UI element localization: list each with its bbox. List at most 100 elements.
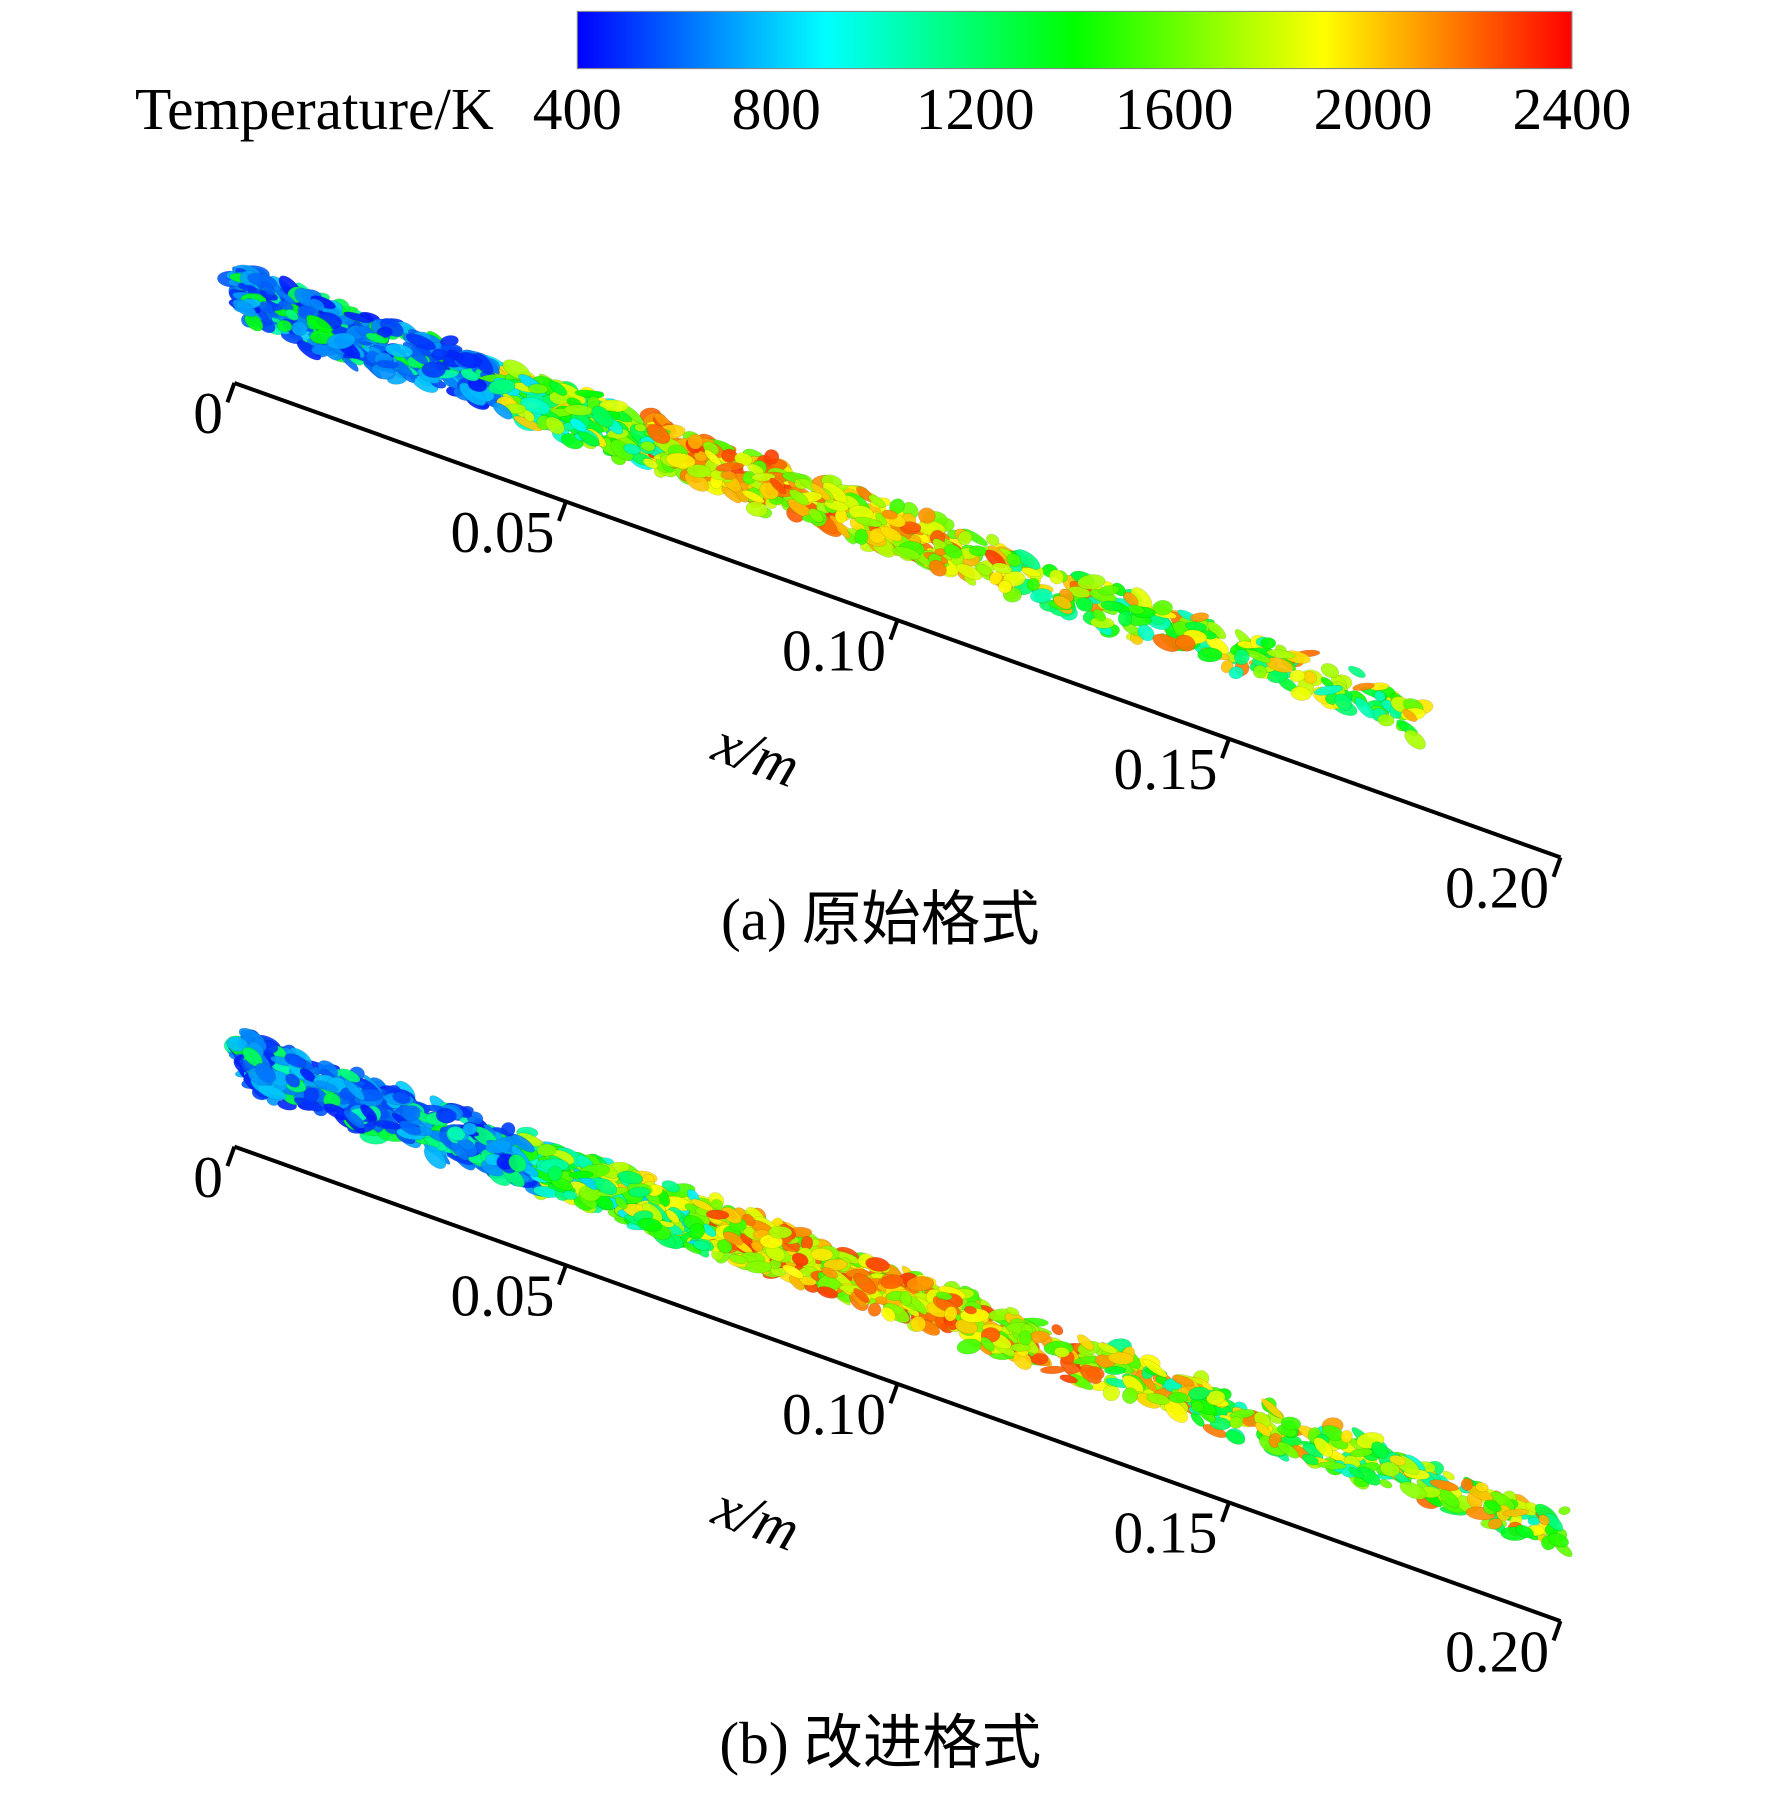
- x-tick: [1551, 1620, 1563, 1642]
- vortex-blob: [1348, 665, 1366, 679]
- vortex-blob: [1039, 1365, 1066, 1375]
- vortex-blob: [1123, 591, 1139, 607]
- x-tick: [1220, 738, 1231, 759]
- vortex-blob: [1029, 588, 1053, 604]
- vortex-blob: [1051, 1324, 1064, 1336]
- x-axis-line: [233, 1144, 1562, 1623]
- vortex-blob: [395, 360, 416, 384]
- colorbar-label: Temperature/K: [135, 76, 494, 142]
- x-tick-label: 0.20: [1445, 1618, 1549, 1684]
- vortex-blob: [1373, 690, 1386, 702]
- vortex-blob: [665, 452, 696, 469]
- caption: (a) 原始格式: [721, 887, 1040, 953]
- x-tick-label: 0.05: [450, 499, 554, 565]
- vortex-blob: [545, 416, 565, 435]
- vortex-blob: [721, 486, 742, 504]
- vortex-blob: [693, 450, 708, 462]
- vortex-blob: [1092, 608, 1106, 622]
- vortex-blob: [1031, 1352, 1049, 1365]
- x-tick-label: 0.05: [450, 1262, 554, 1328]
- vortex-blob: [957, 530, 973, 546]
- vortex-blob: [628, 1186, 651, 1198]
- vortex-blob: [686, 464, 712, 479]
- colorbar-tick-label: 1200: [916, 76, 1035, 142]
- x-tick: [1220, 1501, 1231, 1523]
- colorbar: [576, 10, 1573, 70]
- vortex-blob: [1402, 708, 1418, 723]
- colorbar-tick-label: 800: [732, 76, 821, 142]
- vortex-blob: [742, 470, 756, 485]
- caption: (b) 改进格式: [719, 1710, 1041, 1776]
- vortex-blob: [1152, 599, 1173, 616]
- colorbar-tick-label: 1600: [1115, 76, 1234, 142]
- vortex-blob: [1117, 610, 1133, 627]
- vortex-blob: [568, 1170, 594, 1179]
- vortex-blob: [1018, 1330, 1032, 1346]
- x-tick-label: 0: [193, 380, 223, 446]
- vortex-blob: [892, 546, 921, 561]
- vortex-blob: [704, 449, 722, 466]
- vortex-blob: [968, 545, 987, 557]
- vortex-blob: [384, 343, 414, 358]
- x-tick: [1551, 856, 1563, 878]
- vortex-blob: [1290, 686, 1312, 701]
- vortex-blob: [868, 494, 886, 508]
- x-tick: [888, 1383, 900, 1404]
- vortex-blob: [1334, 693, 1353, 711]
- vortex-blob: [1260, 637, 1277, 650]
- x-tick-label: 0.10: [782, 617, 886, 683]
- vortex-blob: [1121, 1387, 1138, 1404]
- vortex-blob: [808, 508, 824, 523]
- vortex-blob: [1352, 682, 1375, 691]
- vortex-blob: [1049, 569, 1065, 585]
- vortex-blob: [1252, 664, 1268, 679]
- vortex-blob: [311, 343, 331, 356]
- vortex-blob: [1015, 549, 1041, 570]
- x-tick: [557, 1264, 568, 1286]
- vortex-blob: [943, 544, 963, 559]
- vortex-blob: [1197, 647, 1223, 663]
- vortex-blob: [763, 449, 780, 465]
- x-tick: [225, 382, 237, 404]
- axis-label: x/m: [704, 708, 808, 800]
- vortex-blob: [1021, 567, 1042, 578]
- vortex-blob: [1266, 649, 1296, 660]
- vortex-blob: [741, 489, 765, 504]
- vortex-blob: [536, 1143, 557, 1157]
- vortex-blob: [1377, 713, 1395, 727]
- x-axis-line: [233, 381, 1562, 860]
- x-tick: [888, 619, 900, 641]
- x-tick-label: 0.10: [782, 1381, 886, 1447]
- vortex-blob: [854, 516, 883, 528]
- vortex-blob: [854, 528, 869, 545]
- vortex-blob: [745, 1260, 773, 1274]
- vortex-blob: [917, 507, 936, 524]
- vortex-blob: [956, 563, 982, 581]
- plume: [223, 1027, 1573, 1558]
- vortex-blob: [520, 396, 551, 415]
- x-tick-label: 0: [193, 1144, 223, 1210]
- vortex-blob: [1289, 669, 1306, 683]
- vortex-blob: [720, 470, 737, 481]
- vortex-blob: [326, 332, 356, 350]
- vortex-blob: [928, 559, 947, 577]
- vortex-blob: [881, 509, 898, 520]
- vortex-blob: [569, 417, 588, 433]
- colorbar-tick-label: 2400: [1512, 76, 1631, 142]
- vortex-blob: [1053, 595, 1073, 610]
- colorbar-tick-label: 2000: [1314, 76, 1433, 142]
- x-tick-label: 0.20: [1445, 855, 1549, 921]
- vortex-blob: [1354, 697, 1375, 719]
- vortex-blob: [985, 533, 1000, 546]
- vortex-blob: [1313, 684, 1344, 696]
- axis-label: x/m: [704, 1472, 808, 1564]
- vortex-blob: [1558, 1506, 1571, 1516]
- vortex-blob: [343, 311, 372, 324]
- x-tick: [557, 500, 568, 522]
- vortex-blob: [278, 300, 294, 312]
- vortex-blob: [574, 389, 605, 399]
- vortex-blob: [1104, 1365, 1126, 1376]
- vortex-blob: [577, 431, 600, 447]
- vortex-blob: [751, 472, 776, 482]
